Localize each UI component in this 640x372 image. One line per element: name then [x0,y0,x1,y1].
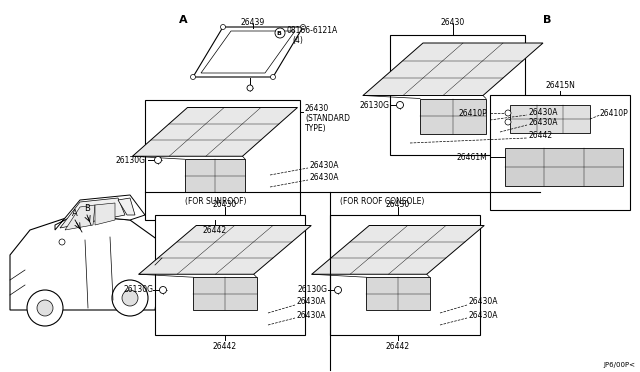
Polygon shape [55,195,145,230]
Text: 26430A: 26430A [297,311,326,320]
Text: 26415N: 26415N [545,81,575,90]
Text: 26442: 26442 [529,131,553,140]
Polygon shape [193,277,257,310]
Text: 26442: 26442 [386,342,410,351]
Bar [390,35,525,155]
Text: 26430: 26430 [213,200,237,209]
Text: 26410P: 26410P [600,109,628,118]
Polygon shape [185,159,245,192]
Text: B: B [276,31,282,35]
Text: 26430: 26430 [305,104,329,113]
Circle shape [247,85,253,91]
Polygon shape [420,99,486,134]
Circle shape [27,290,63,326]
Bar [145,100,300,220]
Text: 26130G: 26130G [115,155,145,164]
Polygon shape [65,205,95,230]
Circle shape [275,28,285,38]
Text: A: A [179,15,188,25]
Text: TYPE): TYPE) [305,124,326,133]
Text: (FOR SUNROOF): (FOR SUNROOF) [185,197,246,206]
Circle shape [159,286,166,294]
Polygon shape [366,277,429,310]
Polygon shape [60,198,125,228]
Circle shape [59,239,65,245]
Polygon shape [363,43,543,96]
Text: 08166-6121A: 08166-6121A [287,26,339,35]
Text: B: B [84,204,90,213]
Circle shape [301,25,305,29]
Bar [505,148,623,186]
Text: 26410P: 26410P [458,109,487,118]
Text: (FOR ROOF CONSOLE): (FOR ROOF CONSOLE) [340,197,424,206]
Circle shape [505,119,511,125]
Circle shape [154,157,161,164]
Text: (4): (4) [292,35,303,45]
Circle shape [191,74,195,80]
Text: 26430: 26430 [441,18,465,27]
Bar [330,215,480,335]
Text: 26439: 26439 [241,18,265,27]
Text: 26442: 26442 [213,342,237,351]
Text: 26430: 26430 [386,200,410,209]
Bar [490,95,630,210]
Text: 26430A: 26430A [469,311,499,320]
Circle shape [397,102,403,109]
Polygon shape [95,203,115,225]
Circle shape [221,25,225,29]
Polygon shape [312,225,484,274]
Text: B: B [543,15,551,25]
Text: JP6/00P<: JP6/00P< [603,362,635,368]
Polygon shape [139,225,311,274]
Text: 26430A: 26430A [529,108,559,116]
Text: 26430A: 26430A [310,173,339,182]
Polygon shape [10,215,165,310]
Polygon shape [118,198,135,215]
Text: 26130G: 26130G [360,100,390,109]
Text: 26430A: 26430A [310,160,339,170]
Circle shape [122,290,138,306]
Circle shape [112,280,148,316]
Text: 26461M: 26461M [456,153,487,161]
Text: A: A [72,209,78,218]
Text: 26430A: 26430A [469,298,499,307]
Text: (STANDARD: (STANDARD [305,114,350,123]
Bar [155,215,305,335]
Text: 26130G: 26130G [123,285,153,295]
Text: 26130G: 26130G [298,285,328,295]
Text: 26442: 26442 [203,226,227,235]
Bar [510,105,590,133]
Text: 26430A: 26430A [529,118,559,126]
Circle shape [271,74,275,80]
Circle shape [505,110,511,116]
Polygon shape [193,27,303,77]
Circle shape [37,300,53,316]
Text: 26430A: 26430A [297,298,326,307]
Polygon shape [132,108,298,156]
Circle shape [335,286,342,294]
